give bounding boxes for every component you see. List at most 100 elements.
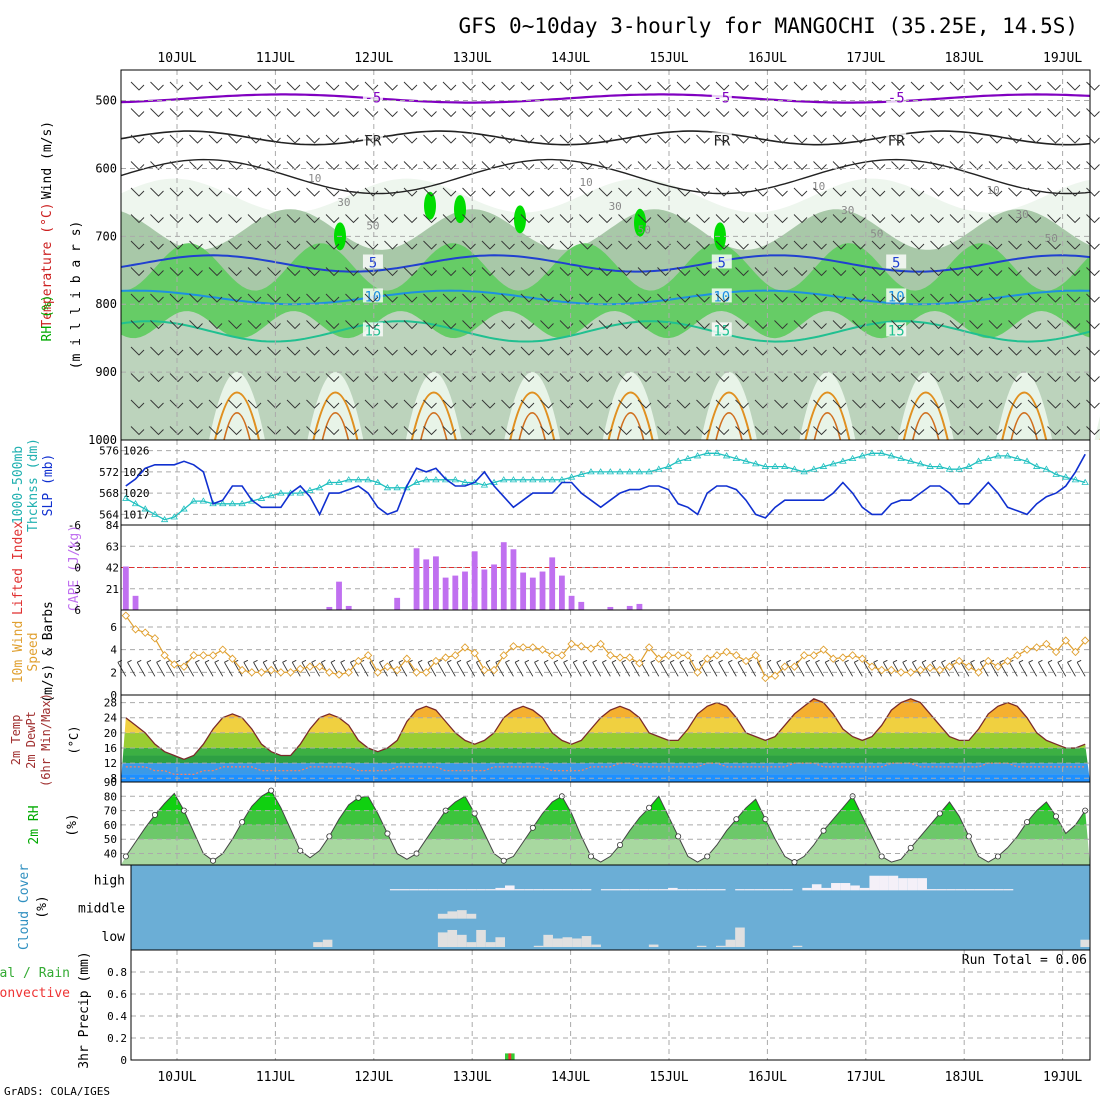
wind-barb	[559, 293, 574, 303]
rh-contour-label: 50	[366, 220, 379, 233]
wind-barb	[715, 134, 730, 144]
p4-y-tick: 6	[110, 621, 117, 634]
wind-barb	[657, 161, 671, 171]
wind-barb	[540, 346, 554, 356]
wind-barb	[813, 81, 827, 91]
thickness-point	[790, 465, 799, 472]
wind-barb	[540, 267, 554, 277]
wind-barb	[988, 108, 1003, 118]
wind-barb	[540, 320, 554, 330]
wind-barb	[910, 293, 925, 303]
wind-barb	[852, 346, 866, 356]
wind-barb	[520, 373, 535, 383]
wind-barb	[1047, 320, 1061, 330]
wind-barb	[1047, 214, 1061, 224]
wind-barb	[832, 187, 847, 197]
wind-barb	[1027, 81, 1042, 91]
wind-speed-point	[974, 668, 983, 677]
p4-wind-label: 10m Wind	[11, 621, 26, 684]
wind-barb	[150, 267, 164, 277]
date-label-top: 11JUL	[256, 51, 295, 66]
rh-fill-group	[121, 790, 1090, 865]
cloud-bar-high	[466, 889, 477, 891]
contour-label-bg	[886, 288, 907, 303]
wind-barb	[520, 161, 535, 171]
wind-barb	[793, 214, 808, 224]
wind-barb	[637, 267, 652, 277]
wind-speed-point	[809, 651, 819, 660]
panel6-labels: 2m RH (%)	[27, 805, 80, 844]
wind-barb	[364, 187, 379, 197]
wind-barb	[930, 134, 944, 144]
rh-point	[704, 853, 711, 860]
surface-wind-barb	[475, 659, 485, 677]
surface-wind-barb	[912, 659, 921, 677]
wind-barb	[891, 346, 905, 356]
surface-wind-barb	[117, 659, 127, 677]
thickness-point	[732, 454, 741, 461]
wind-barb	[345, 426, 359, 436]
cloud-row-label: low	[102, 930, 126, 945]
wind-barb	[676, 240, 691, 250]
wind-barb	[247, 293, 262, 303]
p7-units-label: (%)	[35, 895, 50, 918]
cloud-bar-high	[562, 889, 573, 891]
wind-barb	[1086, 346, 1100, 356]
p1-y-tick: 1000	[88, 433, 117, 447]
wind-barb	[988, 293, 1003, 303]
wind-barb	[130, 214, 145, 224]
wind-barb	[1066, 426, 1081, 436]
wind-barb	[208, 293, 223, 303]
wind-barb	[735, 161, 749, 171]
wind-barb	[618, 108, 632, 118]
thickness-point	[829, 460, 837, 467]
wind-barb	[774, 161, 788, 171]
wind-barb	[540, 240, 554, 250]
wind-barb	[949, 426, 964, 436]
cloud-bar-high	[840, 883, 851, 891]
wind-barb	[871, 187, 886, 197]
cloud-bar-low	[322, 939, 333, 947]
wind-barb	[189, 346, 203, 356]
wind-speed-point	[344, 668, 353, 677]
wind-barb	[364, 214, 379, 224]
wind-barb	[1008, 346, 1022, 356]
thickness-point	[722, 452, 731, 459]
wind-barb	[754, 320, 769, 330]
wind-barb	[267, 373, 281, 383]
rh-contour-label: 30	[1016, 208, 1029, 221]
wind-barb	[189, 426, 203, 436]
wind-barb	[793, 320, 808, 330]
wind-barb	[657, 187, 671, 197]
wind-barb	[891, 134, 905, 144]
cloud-bar-high	[763, 889, 774, 891]
cloud-bar-low	[447, 929, 458, 947]
wind-barb	[208, 267, 223, 277]
wind-speed-line	[125, 615, 1086, 679]
wind-barb	[520, 426, 535, 436]
surface-wind-barb	[1057, 659, 1067, 677]
thickness-point	[529, 476, 537, 483]
wind-barb	[1027, 426, 1042, 436]
wind-barb	[384, 108, 398, 118]
thickness-point	[199, 497, 208, 504]
thickness-point	[974, 457, 983, 464]
temp-contour-25	[518, 412, 546, 441]
thickness-point	[189, 497, 198, 504]
thickness-point	[180, 505, 188, 512]
cloud-bar-high	[687, 889, 697, 891]
wind-barb	[1047, 293, 1061, 303]
wind-barb	[247, 161, 262, 171]
date-label-top: 19JUL	[1043, 51, 1082, 66]
wind-barb	[462, 293, 476, 303]
surface-wind-barb	[505, 659, 514, 677]
wind-barb	[871, 267, 886, 277]
thickness-point	[887, 452, 896, 459]
wind-barb	[754, 346, 769, 356]
cloud-bar-high	[399, 889, 410, 891]
wind-barb	[169, 399, 184, 409]
wind-barb	[501, 399, 515, 409]
cloud-bar-low	[696, 945, 707, 947]
wind-speed-point	[392, 665, 402, 675]
wind-barb	[852, 81, 866, 91]
